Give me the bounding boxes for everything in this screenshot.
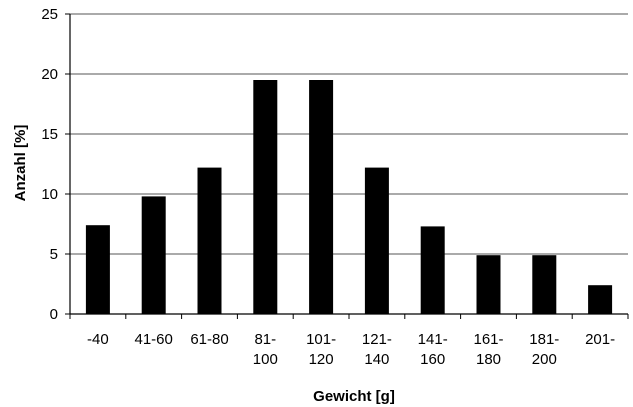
x-category-label: 140: [364, 351, 389, 368]
y-axis-title: Anzahl [%]: [12, 125, 29, 202]
x-category-label: 141-: [418, 331, 448, 348]
bar: [364, 167, 389, 314]
x-category-label: 100: [253, 351, 278, 368]
bar: [253, 80, 278, 314]
bars: [85, 80, 613, 314]
x-category-label: 201-: [585, 331, 615, 348]
y-tick-label: 25: [41, 6, 58, 23]
bar: [197, 167, 222, 314]
x-category-label: -40: [87, 331, 109, 348]
x-category-label: 200: [532, 351, 557, 368]
x-category-label: 161-: [473, 331, 503, 348]
bar: [476, 255, 501, 314]
y-tick-label: 0: [50, 306, 58, 323]
y-tick-label: 5: [50, 246, 58, 263]
axes: [65, 13, 629, 319]
x-axis-title: Gewicht [g]: [313, 388, 395, 405]
bar: [85, 225, 110, 314]
bar: [588, 285, 613, 314]
y-tick-labels: 0 5 10 15 20 25: [41, 6, 58, 323]
x-category-label: 101-: [306, 331, 336, 348]
x-category-label: 180: [476, 351, 501, 368]
x-category-label: 61-80: [190, 331, 228, 348]
x-category-label: 181-: [529, 331, 559, 348]
y-tick-label: 20: [41, 66, 58, 83]
x-category-labels: -40 41-60 61-80 81- 100 101- 120 121- 140 141- 160…: [87, 331, 615, 368]
x-category-label: 120: [309, 351, 334, 368]
gridlines: [70, 13, 628, 255]
bar: [532, 255, 557, 314]
y-tick-label: 15: [41, 126, 58, 143]
x-category-label: 121-: [362, 331, 392, 348]
x-category-label: 81-: [254, 331, 276, 348]
bar: [141, 196, 166, 314]
y-tick-label: 10: [41, 186, 58, 203]
x-category-label: 41-60: [135, 331, 173, 348]
bar: [420, 226, 445, 314]
x-category-label: 160: [420, 351, 445, 368]
bar: [309, 80, 334, 314]
